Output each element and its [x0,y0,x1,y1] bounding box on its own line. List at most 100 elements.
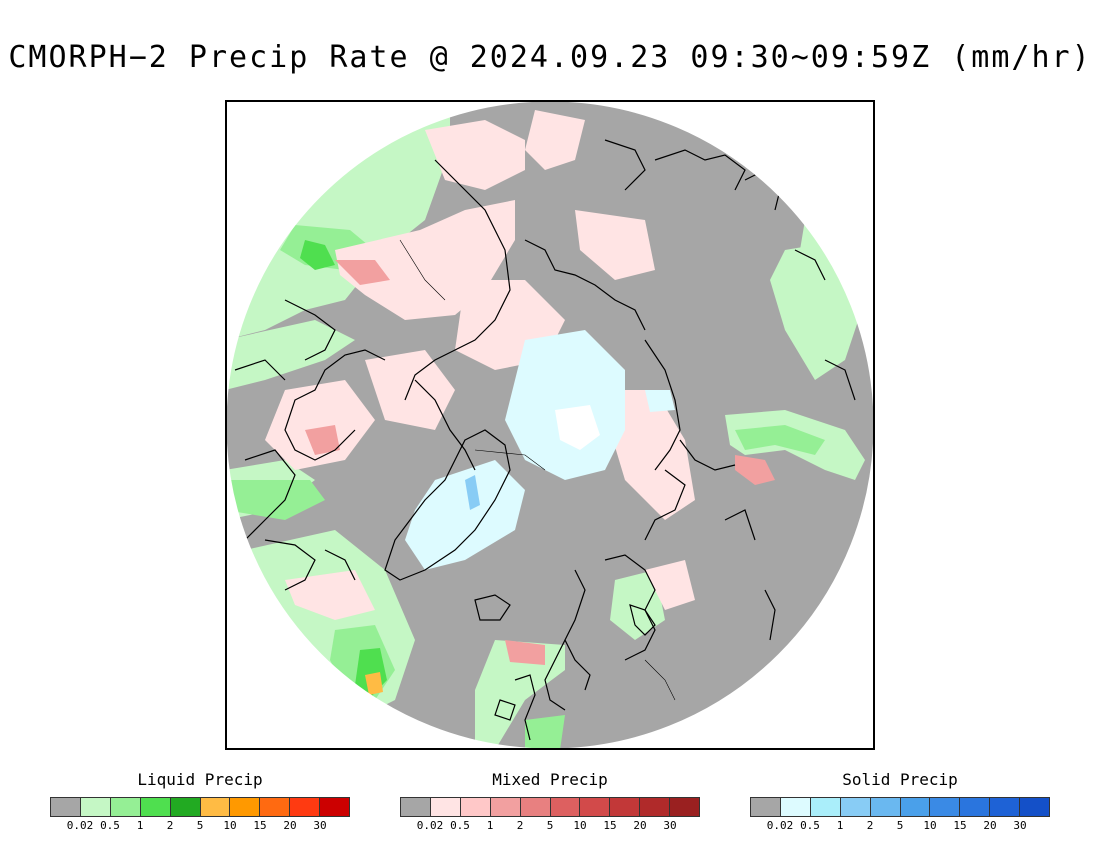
tick-label: 30 [663,819,677,832]
legend-mixed: Mixed Precip 0.02 0.5 1 2 5 10 15 20 30 [400,770,700,833]
color-swatch [260,798,291,816]
tick-label: 5 [196,819,204,832]
coastline [824,359,856,401]
legend-title: Liquid Precip [137,770,263,789]
color-swatch [900,798,931,816]
tick-labels: 0.02 0.5 1 2 5 10 15 20 30 [50,817,350,833]
border-line [399,239,446,301]
solid-region [505,330,625,480]
tick-labels: 0.02 0.5 1 2 5 10 15 20 30 [400,817,700,833]
mixed-region [365,350,455,430]
tick-label: 20 [633,819,647,832]
mixed-region [335,260,390,285]
tick-label: 0.02 [766,819,794,832]
precip-field [227,102,873,748]
color-bar [50,797,350,817]
tick-label: 5 [896,819,904,832]
coastline [284,349,386,461]
map-title: CMORPH−2 Precip Rate @ 2024.09.23 09:30~… [8,40,1092,75]
tick-label: 0.02 [66,819,94,832]
color-swatch [640,798,671,816]
solid-region [405,460,525,570]
mixed-region [525,110,585,170]
polar-precip-map [227,102,873,748]
tick-label: 30 [1013,819,1027,832]
coastline [644,469,686,541]
color-swatch [520,798,551,816]
mixed-region [735,455,775,485]
tick-label: 20 [283,819,297,832]
mixed-region [575,210,655,280]
coastline [414,379,476,471]
color-swatch [610,798,641,816]
color-swatch [780,798,811,816]
tick-label: 2 [516,819,524,832]
color-bar [750,797,1050,817]
color-swatch [810,798,841,816]
tick-label: 30 [313,819,327,832]
legend-solid: Solid Precip 0.02 0.5 1 2 5 10 15 20 30 [750,770,1050,833]
tick-label: 15 [953,819,967,832]
color-swatch [840,798,871,816]
tick-label: 1 [836,819,844,832]
tick-label: 10 [573,819,587,832]
legend-title: Mixed Precip [492,770,608,789]
mixed-region [285,570,375,620]
tick-labels: 0.02 0.5 1 2 5 10 15 20 30 [750,817,1050,833]
color-swatch [960,798,991,816]
color-swatch [870,798,901,816]
liquid-region [300,240,335,270]
tick-label: 10 [223,819,237,832]
coastline [474,594,511,621]
color-swatch [80,798,111,816]
coastline [324,549,356,581]
color-swatch [320,798,350,816]
color-swatch [230,798,261,816]
polar-map-frame [225,100,875,750]
solid-region [555,405,600,450]
coastline [514,674,536,741]
color-swatch [930,798,961,816]
solid-region [645,390,675,412]
color-swatch [751,798,781,816]
color-bar [400,797,700,817]
mixed-region [425,120,525,190]
color-swatch [460,798,491,816]
borders [399,239,676,701]
mixed-region [645,560,695,610]
coastline [264,539,316,591]
coastline [244,449,296,541]
border-line [474,449,546,471]
liquid-region [735,425,825,455]
tick-label: 1 [486,819,494,832]
coastline [524,239,646,331]
tick-label: 0.5 [100,819,120,832]
solid-region [465,475,480,510]
coastline [404,159,511,401]
liquid-region [227,320,355,390]
color-swatch [670,798,700,816]
mixed-region [605,390,695,520]
coastlines [234,139,856,741]
tick-label: 10 [923,819,937,832]
tick-label: 5 [546,819,554,832]
color-swatch [401,798,431,816]
color-swatch [140,798,171,816]
coastline [494,699,516,721]
mixed-region [505,640,545,665]
coastline [234,359,286,381]
mixed-region [305,425,340,455]
liquid-region [227,480,325,520]
coastline [794,249,826,281]
color-swatch [110,798,141,816]
tick-label: 0.02 [416,819,444,832]
color-swatch [290,798,321,816]
legend-title: Solid Precip [842,770,958,789]
tick-label: 1 [136,819,144,832]
color-swatch [490,798,521,816]
tick-label: 2 [166,819,174,832]
coastline [654,149,746,191]
tick-label: 15 [603,819,617,832]
color-swatch [170,798,201,816]
liquid-region [525,715,565,748]
